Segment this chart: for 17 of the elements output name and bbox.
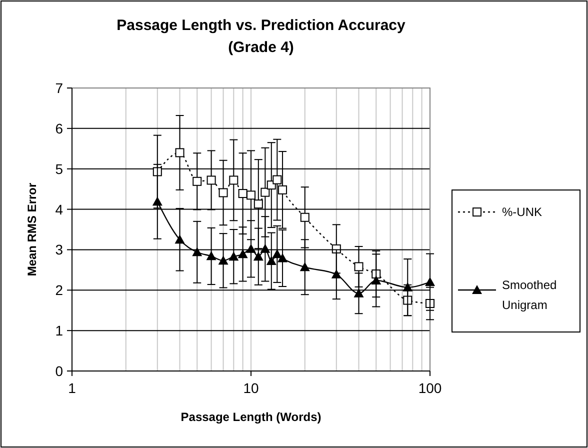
x-tick-label: 100 xyxy=(418,380,442,396)
y-tick-label: 2 xyxy=(55,282,64,298)
x-tick-label: 1 xyxy=(68,380,76,396)
y-tick-label: 1 xyxy=(55,322,64,339)
legend-label: Smoothed Unigram xyxy=(502,278,557,312)
x-tick-label: 10 xyxy=(243,380,259,396)
y-tick-label: 5 xyxy=(55,160,64,177)
chart-subtitle: (Grade 4) xyxy=(228,39,294,56)
y-tick-label: 6 xyxy=(55,120,64,136)
x-axis-title: Passage Length (Words) xyxy=(180,410,322,424)
y-axis-title: Mean RMS Error xyxy=(25,182,39,276)
y-tick-label: 0 xyxy=(55,363,64,379)
y-tick-label: 4 xyxy=(55,201,64,218)
legend-label: %-UNK xyxy=(502,205,542,219)
chart-title: Passage Length vs. Prediction Accuracy xyxy=(116,17,406,34)
y-tick-label: 7 xyxy=(55,80,64,96)
y-tick-label: 3 xyxy=(55,242,64,258)
